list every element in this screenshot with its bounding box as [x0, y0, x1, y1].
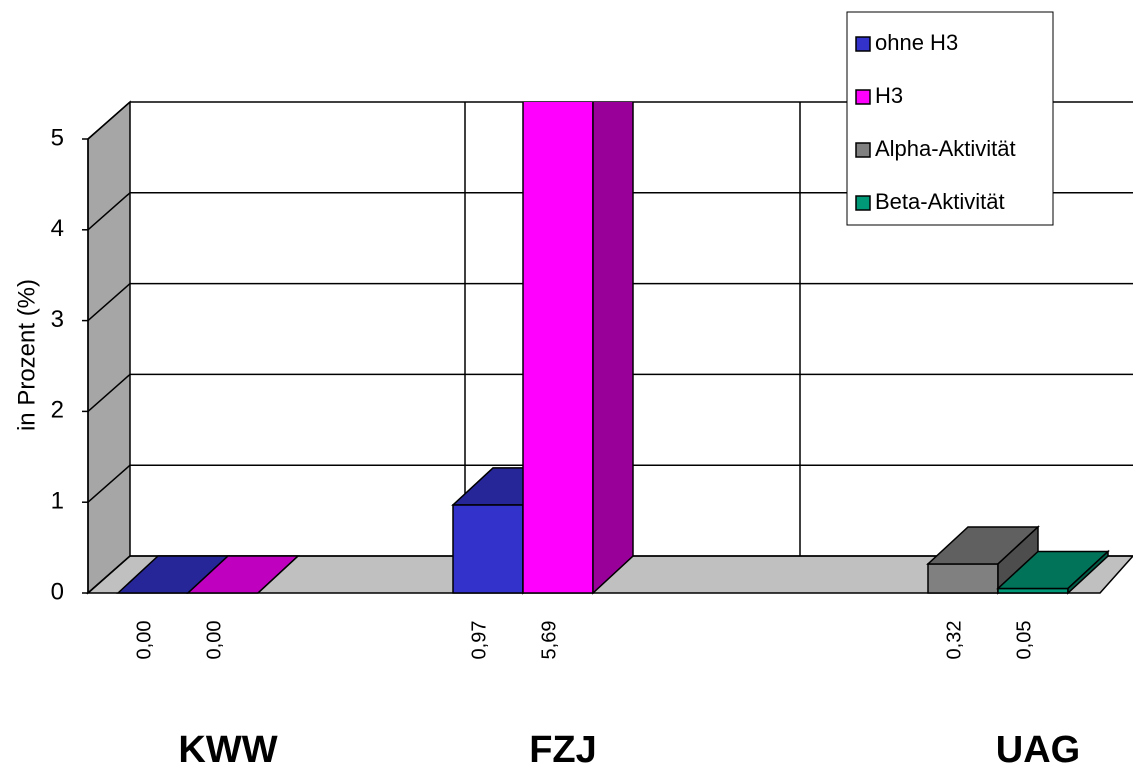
bar-side — [1067, 549, 1109, 595]
bar-side — [257, 555, 299, 594]
legend-label: ohne H3 — [875, 30, 958, 55]
bar-front — [522, 102, 594, 594]
grid-line — [87, 101, 131, 140]
y-tick-label: 1 — [51, 488, 64, 515]
legend-swatch — [855, 195, 871, 211]
value-label: 0,00 — [203, 621, 225, 660]
bar — [522, 39, 634, 595]
legend-label: Alpha-Aktivität — [875, 136, 1016, 161]
y-axis-title: in Prozent (%) — [13, 279, 40, 431]
grid-line — [87, 555, 131, 594]
grid-line — [87, 464, 131, 503]
value-label: 0,97 — [468, 621, 490, 660]
y-tick-label: 5 — [51, 124, 64, 151]
bar-front — [927, 563, 999, 594]
y-tick-label: 3 — [51, 306, 64, 333]
legend-swatch — [855, 142, 871, 158]
legend-label: Beta-Aktivität — [875, 189, 1005, 214]
bar — [186, 555, 300, 594]
legend-swatch — [855, 36, 871, 52]
bar-front — [452, 504, 524, 594]
y-tick-label: 2 — [51, 397, 64, 424]
bar-top — [523, 39, 633, 76]
bars — [116, 39, 1110, 595]
legend-swatch — [855, 89, 871, 105]
value-label: 5,69 — [538, 621, 560, 660]
bar — [996, 549, 1110, 595]
legend: ohne H3 H3 Alpha-Aktivität Beta-Aktivität — [846, 11, 1054, 226]
legend-label: H3 — [875, 83, 903, 108]
value-label: 0,32 — [943, 621, 965, 660]
bar — [926, 525, 1040, 595]
y-tick-label: 4 — [51, 215, 64, 242]
legend-box — [846, 11, 1054, 226]
x-tick-label: UAG — [996, 729, 1080, 771]
x-tick-label: KWW — [178, 729, 277, 771]
side-wall — [87, 100, 131, 595]
bar-side — [592, 102, 634, 595]
x-tick-label: FZJ — [529, 729, 597, 771]
grid-line — [87, 373, 131, 412]
y-tick-label: 0 — [51, 578, 64, 605]
value-label: 0,00 — [133, 621, 155, 660]
grid-line — [87, 283, 131, 322]
grid-line — [87, 192, 131, 231]
value-label: 0,05 — [1013, 621, 1035, 660]
